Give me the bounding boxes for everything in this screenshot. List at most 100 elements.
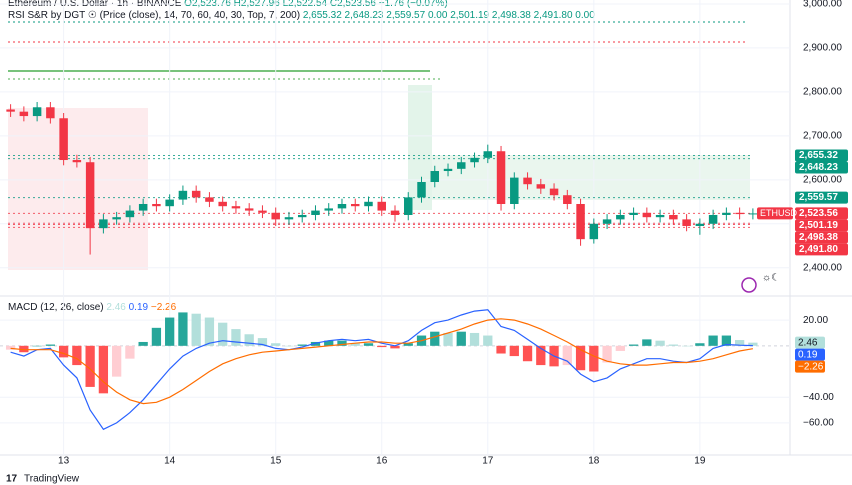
candle-body [112,217,121,220]
histogram-bar [297,344,307,346]
histogram-bar [456,331,466,346]
histogram-bar [721,335,732,346]
histogram-bar [615,345,625,351]
price-label-box [795,219,848,232]
price-label-box [795,231,848,244]
histogram-bar [655,340,665,346]
indicator-icon[interactable]: ☼☾ [762,273,780,284]
candle-body [165,199,174,207]
histogram-bar [575,345,586,371]
histogram-bar [72,345,82,366]
histogram-bar [271,343,281,346]
indicator-icon[interactable] [741,277,757,293]
histogram-bar [125,345,135,359]
histogram-bar [642,339,652,346]
histogram-bar [58,345,69,358]
histogram-bar [45,344,56,346]
candle-body [19,111,29,117]
histogram-bar [509,345,519,357]
candle-body [748,213,758,215]
branding: TradingView [24,474,80,485]
candle-body [669,214,678,220]
histogram-bar [284,345,294,347]
candle-body [682,219,691,226]
candle-body [59,118,68,161]
histogram-bar [562,345,572,366]
y-tick-label: −60.00 [803,418,834,429]
logo-mark: 17 [6,474,18,485]
x-tick-label: 14 [164,456,176,467]
candle-body [99,219,108,229]
histogram-bar [628,344,639,346]
price-label: 2,501.19 [799,220,838,231]
histogram-bar [191,313,201,346]
price-label: 2,491.80 [799,244,838,255]
candle-body [470,157,479,163]
histogram-bar [5,345,16,350]
histogram-bar [244,334,254,346]
candle-body [563,195,572,204]
y-tick-label: 3,000.00 [803,0,842,10]
x-tick-label: 16 [376,456,388,467]
histogram-bar [668,344,678,346]
x-tick-label: 19 [694,456,706,467]
candle-body [523,177,532,185]
candle-body [364,201,373,207]
histogram-bar [430,331,440,346]
candle-body [125,210,135,218]
x-tick-label: 15 [270,456,282,467]
y-tick-label: 2,600.00 [803,174,842,185]
candle-body [271,212,280,220]
macd-legend-value: 2.46 [106,302,126,313]
candle-body [642,212,652,218]
histogram-bar [602,345,612,363]
price-label: 2,648.23 [799,162,838,173]
candle-body [191,190,201,198]
histogram-bar [257,338,268,346]
candle-body [430,171,440,183]
y-tick-label: −40.00 [803,392,834,403]
candle-body [377,201,386,211]
candle-body [404,197,413,215]
histogram-bar [165,317,175,346]
price-label: 2,498.38 [799,232,838,243]
price-label-box [795,149,848,162]
histogram-bar [324,340,334,346]
indicator-legend: RSI S&R by DGT ☉ (Price (close), 14, 70,… [8,10,595,21]
histogram-bar [138,341,148,346]
histogram-bar [589,345,599,372]
macd-line [10,318,754,405]
y-tick-label: 20.00 [803,315,828,326]
candle-body [85,162,95,229]
histogram-bar [231,329,241,346]
value-label-box [795,336,825,349]
x-tick-label: 18 [588,456,600,467]
histogram-bar [350,343,360,346]
candle-body [258,210,267,213]
histogram-bar [734,340,745,346]
candle-body [231,206,241,209]
candle-body [350,203,360,207]
y-tick-label: 2,900.00 [803,43,842,54]
candle-body [6,109,15,112]
histogram-bar [19,345,29,353]
candle-body [496,151,506,204]
price-label-box [795,191,848,204]
candle-body [205,197,214,202]
histogram-bar [377,345,387,348]
price-label: 2,523.56 [799,208,838,219]
histogram-bar [496,345,506,354]
candle-body [510,177,519,204]
histogram-bar [469,332,480,346]
candle-body [602,219,612,224]
value-label: 0.19 [798,349,818,360]
x-tick-label: 13 [58,456,70,467]
symbol-tag: ETHUSD [760,208,798,218]
histogram-bar [681,345,692,347]
candle-body [32,107,42,117]
macd-legend-value: 0.19 [129,302,149,313]
macd-legend-value: −2.26 [151,302,177,313]
candle-body [483,151,493,158]
candle-body [735,212,744,215]
